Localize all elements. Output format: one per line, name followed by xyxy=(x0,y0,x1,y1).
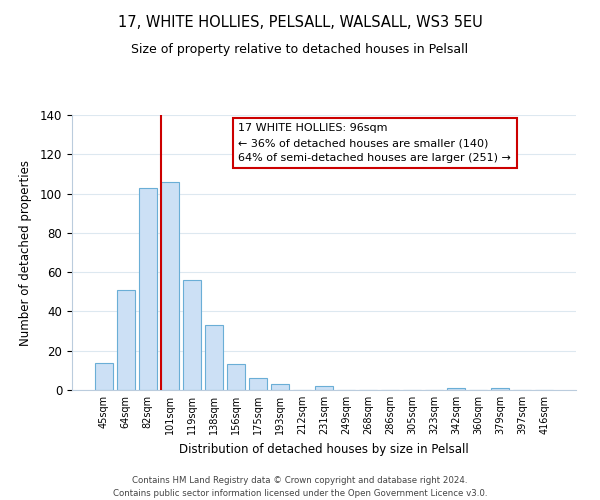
Bar xyxy=(227,364,245,390)
Text: 17 WHITE HOLLIES: 96sqm
← 36% of detached houses are smaller (140)
64% of semi-d: 17 WHITE HOLLIES: 96sqm ← 36% of detache… xyxy=(238,123,511,163)
Bar xyxy=(205,325,223,390)
Bar xyxy=(249,378,267,390)
Bar xyxy=(448,388,465,390)
Bar xyxy=(95,362,113,390)
Bar xyxy=(491,388,509,390)
Y-axis label: Number of detached properties: Number of detached properties xyxy=(19,160,32,346)
Bar xyxy=(271,384,289,390)
Text: 17, WHITE HOLLIES, PELSALL, WALSALL, WS3 5EU: 17, WHITE HOLLIES, PELSALL, WALSALL, WS3… xyxy=(118,15,482,30)
X-axis label: Distribution of detached houses by size in Pelsall: Distribution of detached houses by size … xyxy=(179,442,469,456)
Text: Contains HM Land Registry data © Crown copyright and database right 2024.
Contai: Contains HM Land Registry data © Crown c… xyxy=(113,476,487,498)
Text: Size of property relative to detached houses in Pelsall: Size of property relative to detached ho… xyxy=(131,42,469,56)
Bar xyxy=(139,188,157,390)
Bar xyxy=(161,182,179,390)
Bar xyxy=(315,386,333,390)
Bar xyxy=(183,280,200,390)
Bar xyxy=(117,290,134,390)
